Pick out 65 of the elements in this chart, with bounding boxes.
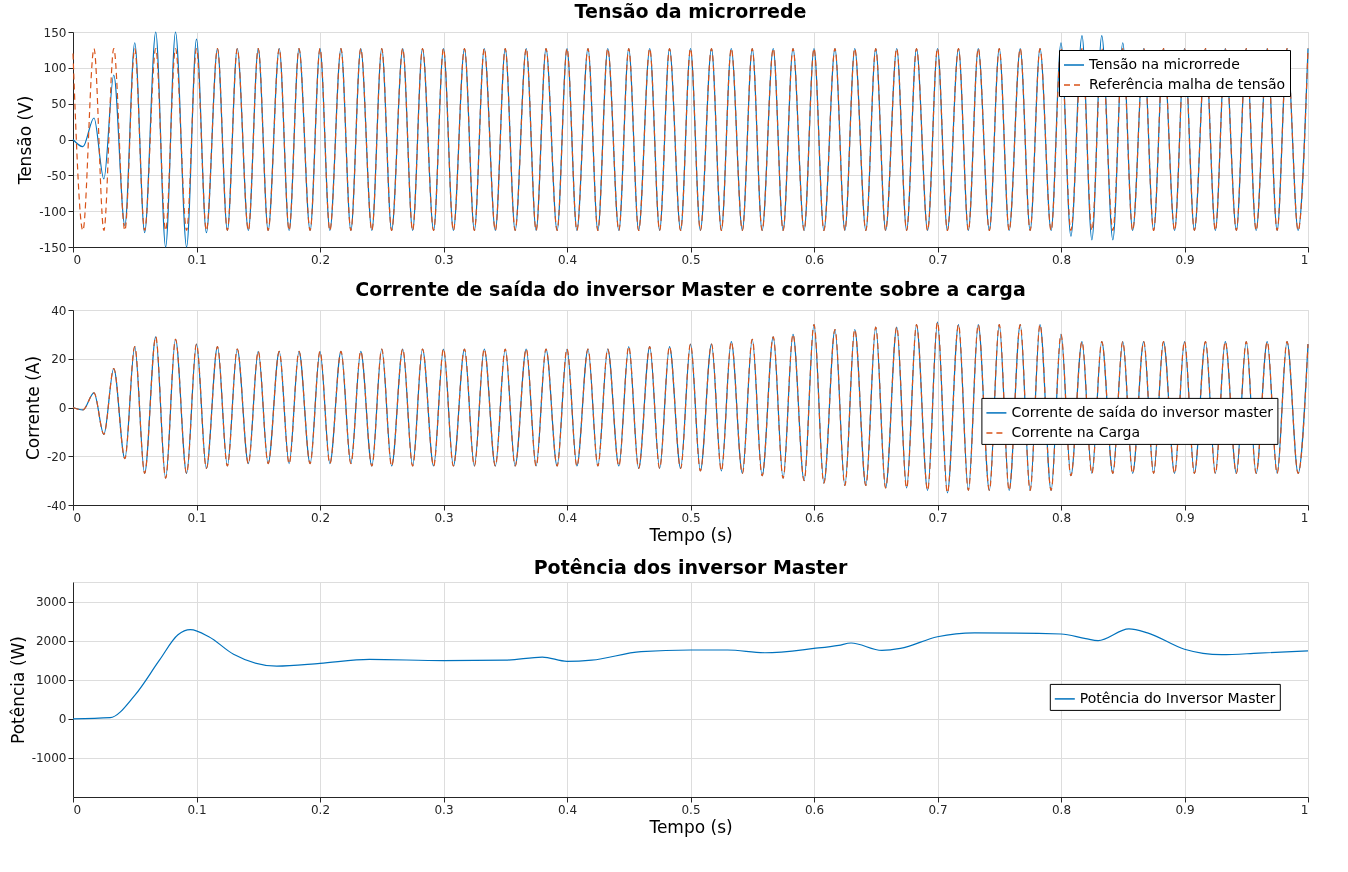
x-tick-label: 0.8 (1051, 802, 1072, 817)
x-tick-label: 0 (73, 252, 82, 267)
x-tick-label: 0.6 (804, 802, 825, 817)
y-tick-label: -150 (39, 240, 67, 255)
x-tick-label: 0.1 (187, 802, 207, 817)
y-tick-label: 0 (58, 133, 67, 147)
y-tick-label: -100 (39, 204, 67, 219)
x-tick-label: 0.8 (1051, 510, 1072, 525)
chart-title: Potência dos inversor Master (533, 556, 848, 578)
x-tick-label: 0.5 (681, 802, 701, 817)
y-tick-label: 2000 (35, 634, 67, 649)
x-tick-label: 0.4 (557, 252, 578, 267)
x-tick-label: 0.7 (928, 802, 948, 817)
y-tick-label: -40 (46, 498, 67, 513)
y-tick-label: 150 (43, 25, 67, 40)
x-tick-label: 0.7 (928, 510, 948, 525)
y-tick-label: -50 (46, 168, 67, 183)
x-tick-label: 0.8 (1051, 252, 1072, 267)
x-tick-label: 0.3 (434, 510, 454, 525)
legend-label: Tensão na microrrede (1088, 56, 1240, 72)
x-tick-label: 0.1 (187, 252, 207, 267)
legend-label: Referência malha de tensão (1089, 76, 1286, 92)
x-tick-label: 0.9 (1175, 802, 1195, 817)
x-tick-label: 0.5 (681, 510, 701, 525)
y-tick-label: 0 (58, 712, 67, 727)
x-tick-label: 0 (73, 802, 82, 817)
x-tick-label: 0.2 (310, 252, 331, 267)
line-series (72, 321, 1309, 494)
x-tick-label: 1 (1300, 252, 1309, 267)
x-tick-label: 0.9 (1175, 510, 1195, 525)
x-tick-label: 0.2 (310, 802, 331, 817)
y-axis-title: Corrente (A) (22, 355, 43, 461)
y-tick-label: 100 (43, 61, 67, 76)
y-tick-label: 0 (58, 401, 67, 415)
x-tick-label: 0.9 (1175, 252, 1195, 267)
y-tick-label: 40 (51, 303, 67, 318)
x-tick-label: 0.1 (187, 510, 207, 525)
y-tick-label: -1000 (31, 751, 67, 766)
legend-label: Corrente de saída do inversor master (1011, 403, 1274, 420)
chart-title: Corrente de saída do inversor Master e corrente sobre a carga (355, 278, 1026, 300)
x-tick-label: 1 (1300, 510, 1309, 525)
y-tick-label: 20 (51, 352, 67, 367)
x-tick-label: 0.6 (804, 252, 825, 267)
legend-label: Corrente na Carga (1011, 423, 1140, 440)
x-tick-label: 1 (1300, 802, 1309, 817)
x-axis-title: Tempo (s) (648, 816, 733, 837)
y-tick-label: -20 (46, 449, 67, 464)
x-tick-label: 0.4 (557, 802, 578, 817)
y-tick-label: 3000 (35, 595, 67, 610)
x-tick-label: 0.2 (310, 510, 331, 525)
line-series (72, 628, 1309, 720)
x-tick-label: 0.7 (928, 252, 948, 267)
chart-title: Tensão da microrrede (574, 0, 807, 22)
y-axis-title: Potência (W) (7, 636, 28, 744)
y-tick-label: 50 (51, 97, 67, 112)
x-tick-label: 0.4 (557, 510, 578, 525)
legend-label: Potência do Inversor Master (1079, 689, 1276, 706)
x-axis-title: Tempo (s) (648, 524, 733, 545)
y-axis-title: Tensão (V) (15, 95, 36, 186)
x-tick-label: 0 (73, 510, 82, 525)
y-tick-label: 1000 (35, 673, 67, 688)
x-tick-label: 0.3 (434, 802, 454, 817)
x-tick-label: 0.3 (434, 252, 454, 267)
x-tick-label: 0.6 (804, 510, 825, 525)
x-tick-label: 0.5 (681, 252, 701, 267)
